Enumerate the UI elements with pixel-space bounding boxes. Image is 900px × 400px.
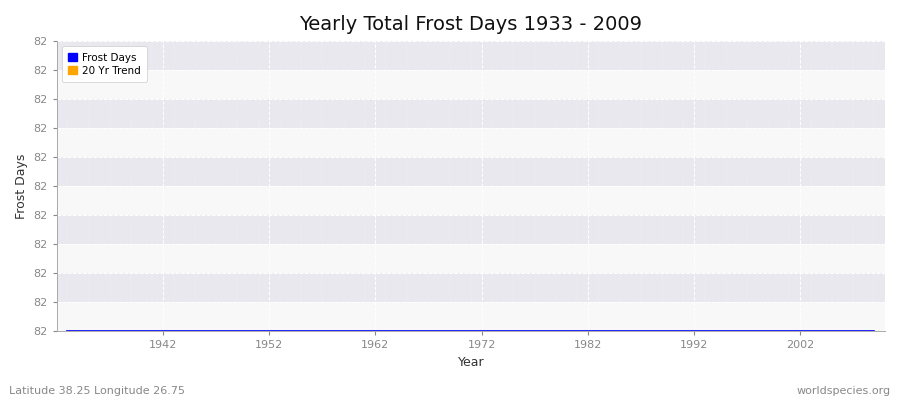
Frost Days [869, 329, 880, 334]
Frost Days [62, 329, 73, 334]
Text: worldspecies.org: worldspecies.org [796, 386, 891, 396]
Frost Days [328, 329, 338, 334]
Y-axis label: Frost Days: Frost Days [15, 154, 28, 219]
Bar [57, 244, 885, 273]
Frost Days [392, 329, 402, 334]
Frost Days [338, 329, 349, 334]
Title: Yearly Total Frost Days 1933 - 2009: Yearly Total Frost Days 1933 - 2009 [300, 15, 643, 34]
Text: Latitude 38.25 Longitude 26.75: Latitude 38.25 Longitude 26.75 [9, 386, 185, 396]
Bar [57, 186, 885, 215]
Bar [57, 273, 885, 302]
Frost Days [412, 329, 423, 334]
Bar [57, 70, 885, 99]
Bar [57, 157, 885, 186]
Bar [57, 302, 885, 332]
Bar [57, 99, 885, 128]
Legend: Frost Days, 20 Yr Trend: Frost Days, 20 Yr Trend [62, 46, 147, 82]
Frost Days [221, 329, 232, 334]
X-axis label: Year: Year [457, 356, 484, 369]
Bar [57, 128, 885, 157]
Bar [57, 41, 885, 70]
Bar [57, 215, 885, 244]
Frost Days [508, 329, 518, 334]
